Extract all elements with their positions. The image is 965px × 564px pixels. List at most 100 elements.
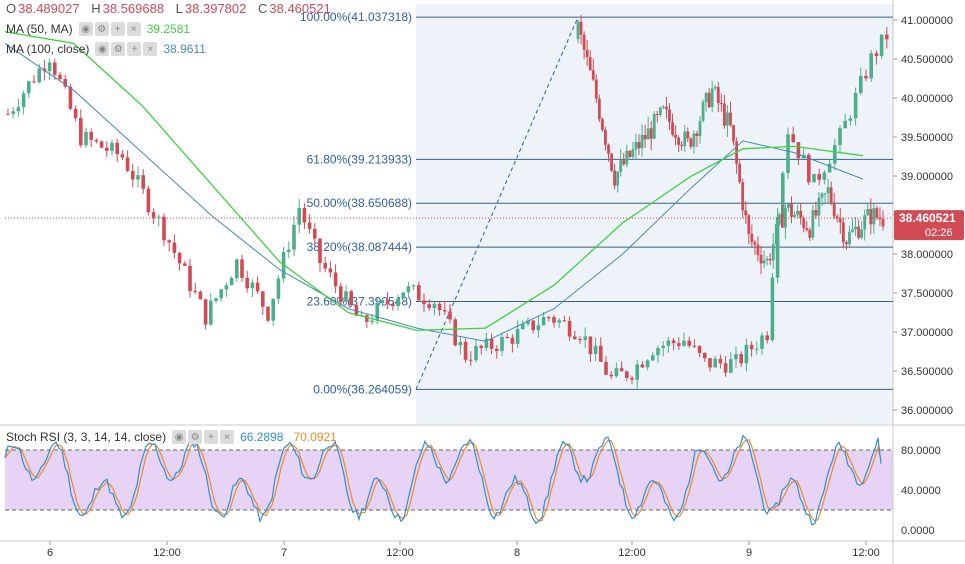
candle-body — [573, 336, 577, 340]
candle-body — [687, 340, 691, 346]
plus-icon[interactable]: + — [204, 430, 219, 444]
candle-body — [744, 344, 749, 364]
candle-body — [738, 163, 742, 183]
price-tick-label: 36.500000 — [901, 366, 953, 378]
stoch-legend[interactable]: Stoch RSI (3, 3, 14, 14, close) ◉ ⚙ + × … — [6, 430, 347, 444]
ma100-legend[interactable]: MA (100, close) ◉ ⚙ + × 38.9611 — [6, 42, 216, 56]
close-icon[interactable]: × — [126, 22, 141, 36]
candle-body — [668, 109, 671, 123]
candle-body — [750, 233, 754, 243]
candle-body — [780, 214, 784, 228]
candle-body — [799, 210, 803, 219]
close-value: 38.460521 — [269, 1, 331, 16]
candle-body — [802, 218, 806, 229]
eye-icon[interactable]: ◉ — [78, 22, 93, 36]
candle-body — [874, 53, 879, 57]
candle-body — [853, 92, 858, 119]
candle-body — [790, 203, 793, 217]
eye-icon[interactable]: ◉ — [95, 42, 110, 56]
candle-body — [261, 291, 265, 307]
candle-body — [599, 345, 603, 362]
candle-body — [443, 310, 447, 312]
candle-body — [370, 320, 374, 322]
ma100-value: 38.9611 — [163, 42, 206, 56]
gear-icon[interactable]: ⚙ — [188, 430, 203, 444]
candle-body — [686, 131, 690, 139]
candle-body — [671, 340, 676, 344]
candle-body — [662, 106, 665, 108]
time-tick-label: 8 — [514, 547, 520, 559]
gear-icon[interactable]: ⚙ — [94, 22, 109, 36]
candle-body — [833, 145, 837, 164]
close-icon[interactable]: × — [143, 42, 158, 56]
candle-body — [401, 292, 405, 299]
candle-body — [151, 212, 156, 218]
candle-body — [576, 21, 580, 40]
candle-body — [323, 262, 327, 269]
candle-body — [805, 228, 809, 230]
open-value: 38.489027 — [18, 1, 80, 16]
candle-body — [604, 130, 607, 145]
price-badge — [894, 210, 964, 241]
candle-body — [37, 68, 41, 83]
candle-body — [697, 346, 702, 353]
fib-level-label: 38.20%(38.087444) — [307, 240, 412, 254]
plus-icon[interactable]: + — [127, 42, 142, 56]
candle-body — [313, 228, 317, 239]
candle-body — [796, 142, 801, 159]
candle-body — [885, 34, 889, 40]
candle-body — [723, 363, 728, 373]
candle-body — [458, 341, 463, 346]
candle-body — [768, 258, 772, 261]
candle-body — [582, 34, 586, 50]
candle-body — [759, 254, 763, 264]
candle-body — [521, 323, 525, 329]
candle-body — [854, 226, 857, 230]
plus-icon[interactable]: + — [110, 22, 125, 36]
candle-body — [495, 348, 499, 352]
candle-body — [651, 355, 655, 361]
price-tick-label: 40.000000 — [901, 93, 953, 105]
candle-body — [879, 34, 884, 57]
candle-body — [723, 103, 726, 126]
candle-body — [593, 345, 598, 355]
candle-body — [266, 306, 270, 321]
candle-body — [391, 303, 395, 306]
candle-body — [73, 108, 78, 119]
fib-trend-line — [415, 16, 579, 390]
candle-body — [531, 320, 535, 331]
candle-body — [84, 131, 88, 146]
gear-icon[interactable]: ⚙ — [111, 42, 126, 56]
candle-body — [422, 300, 426, 305]
candle-body — [287, 249, 291, 252]
candle-body — [869, 209, 873, 225]
candle-body — [557, 320, 561, 323]
candle-body — [271, 298, 275, 321]
candle-body — [484, 338, 489, 348]
candle-body — [188, 265, 192, 291]
candle-body — [579, 21, 583, 35]
candle-body — [245, 277, 249, 289]
candle-body — [649, 128, 653, 139]
stoch-label: Stoch RSI (3, 3, 14, 14, close) — [6, 430, 167, 444]
candle-body — [704, 92, 708, 102]
eye-icon[interactable]: ◉ — [172, 430, 187, 444]
candle-body — [692, 345, 697, 347]
ma50-legend[interactable]: MA (50, MA) ◉ ⚙ + × 39.2581 — [6, 22, 200, 36]
candle-body — [695, 133, 699, 136]
candle-body — [719, 102, 723, 104]
candle-body — [141, 175, 145, 189]
candle-body — [832, 202, 836, 217]
candle-body — [604, 361, 608, 375]
candle-body — [552, 317, 556, 323]
close-icon[interactable]: × — [220, 430, 235, 444]
candle-body — [652, 113, 656, 139]
candle-body — [661, 345, 665, 349]
time-tick-label: 9 — [746, 547, 752, 559]
candle-body — [474, 345, 478, 361]
candle-body — [640, 364, 645, 368]
candle-body — [396, 298, 400, 306]
candle-body — [619, 368, 624, 372]
